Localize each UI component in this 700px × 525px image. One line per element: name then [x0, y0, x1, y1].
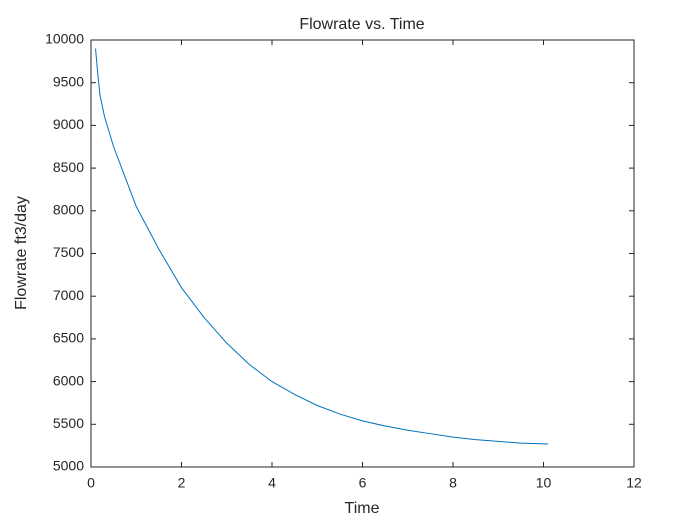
x-tick-label: 8 — [449, 475, 457, 491]
y-tick-label: 6500 — [53, 330, 84, 346]
y-tick-label: 9000 — [53, 116, 84, 132]
x-tick-label: 10 — [536, 475, 552, 491]
y-tick-label: 10000 — [45, 31, 84, 47]
y-axis-label: Flowrate ft3/day — [13, 196, 30, 310]
axes-box — [90, 39, 635, 468]
x-axis-label: Time — [345, 500, 380, 517]
x-tick-label: 12 — [626, 475, 642, 491]
line-series — [95, 48, 549, 445]
y-tick-label: 6000 — [53, 372, 84, 388]
x-tick-label: 0 — [87, 475, 95, 491]
y-tick-label: 8000 — [53, 202, 84, 218]
x-tick-label: 2 — [178, 475, 186, 491]
y-tick-label: 7500 — [53, 244, 84, 260]
y-tick-label: 9500 — [53, 73, 84, 89]
y-tick-label: 7000 — [53, 287, 84, 303]
x-tick-label: 4 — [268, 475, 276, 491]
y-tick-label: 5500 — [53, 415, 84, 431]
chart-title: Flowrate vs. Time — [299, 16, 424, 33]
y-tick-label: 5000 — [53, 458, 84, 474]
x-tick-label: 6 — [359, 475, 367, 491]
y-tick-label: 8500 — [53, 159, 84, 175]
